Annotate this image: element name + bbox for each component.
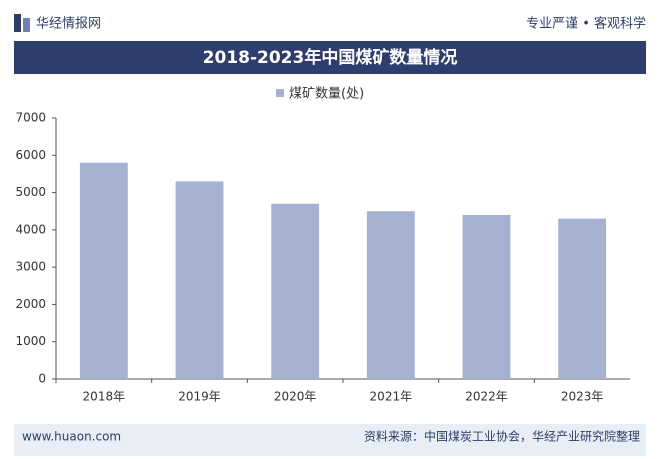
slogan: 专业严谨 • 客观科学 <box>526 16 646 32</box>
y-tick-label: 7000 <box>15 111 46 125</box>
website: www.huaon.com <box>22 430 121 444</box>
x-tick-label: 2023年 <box>561 390 604 404</box>
x-tick-label: 2021年 <box>370 390 413 404</box>
legend-label: 煤矿数量(处) <box>289 87 364 102</box>
x-tick-label: 2020年 <box>274 390 317 404</box>
title-bar <box>14 41 646 74</box>
logo-icon <box>23 18 30 32</box>
y-tick-label: 2000 <box>15 297 46 311</box>
bar <box>175 181 224 379</box>
y-tick-label: 4000 <box>15 222 46 236</box>
source: 资料来源：中国煤炭工业协会，华经产业研究院整理 <box>364 429 640 444</box>
y-tick-label: 6000 <box>15 148 46 162</box>
y-tick-label: 1000 <box>15 334 46 348</box>
logo-icon <box>14 14 21 32</box>
bar <box>271 203 320 379</box>
bar <box>462 214 511 379</box>
x-tick-label: 2018年 <box>83 390 126 404</box>
footer-bar <box>14 424 646 456</box>
chart-title: 2018-2023年中国煤矿数量情况 <box>203 47 458 68</box>
brand: 华经情报网 <box>36 17 101 32</box>
legend-swatch <box>276 89 284 97</box>
bar <box>366 211 415 379</box>
y-tick-label: 0 <box>38 372 46 386</box>
bar <box>558 218 607 379</box>
y-tick-label: 5000 <box>15 185 46 199</box>
y-tick-label: 3000 <box>15 260 46 274</box>
bar <box>79 162 128 379</box>
x-tick-label: 2022年 <box>465 390 508 404</box>
x-tick-label: 2019年 <box>178 390 221 404</box>
